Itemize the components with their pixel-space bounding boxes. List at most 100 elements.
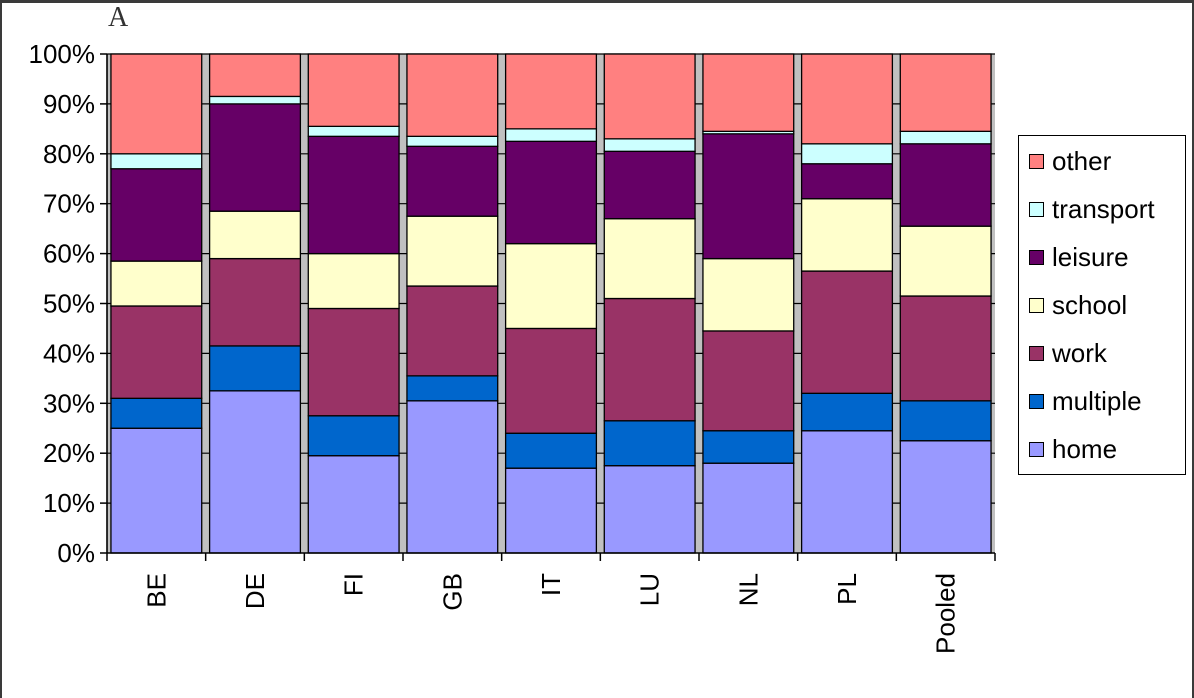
bar-segment-home [800,430,894,554]
bar-segment-leisure [800,163,894,200]
legend-label: transport [1052,194,1155,224]
legend-swatch [1029,250,1044,265]
bar-segment-work [406,285,499,377]
bar-segment-work [702,330,795,432]
y-tick-label: 10% [43,488,95,518]
bar-segment-school [208,210,302,260]
bar-segment-school [307,252,400,310]
bar-segment-transport [110,153,203,170]
legend-item-other: other [1029,146,1111,177]
x-tick-labels: BE DE FI GB IT LU NL PL Pooled [141,573,960,654]
bar-segment-school [702,257,795,332]
y-tick-label: 50% [43,289,95,319]
y-tick-label: 60% [43,239,95,269]
bar-segment-multiple [110,397,203,429]
bar-segment-home [504,467,598,554]
x-tick-label: IT [536,573,566,596]
bar-segment-transport [603,138,696,152]
y-tick-labels: 0% 10% 20% 30% 40% 50% 60% 70% 80% 90% 100% [29,39,96,568]
bar-segment-leisure [702,133,795,260]
bar-segment-home [603,465,696,554]
bar-segment-multiple [208,345,302,392]
bar-segment-other [899,53,992,132]
bar-segment-other [307,53,400,128]
bar-segment-work [504,327,598,434]
bar-segment-school [406,215,499,287]
bar-segment-other [800,53,894,145]
y-tick-label: 0% [57,538,95,568]
x-tick-label: FI [339,573,369,596]
bar-segment-leisure [603,150,696,220]
legend-item-transport: transport [1029,194,1155,225]
bar-segment-work [307,307,400,417]
bar-segment-multiple [800,392,894,432]
bar-segment-other [406,53,499,137]
bar-segment-transport [406,135,499,147]
bars [110,53,992,554]
legend-item-leisure: leisure [1029,242,1129,273]
legend-label: school [1052,290,1128,320]
legend-swatch [1029,394,1044,409]
legend-swatch [1029,202,1044,217]
bar-segment-home [406,400,499,554]
bar-segment-multiple [603,420,696,467]
x-tick-label: Pooled [931,573,961,654]
legend-label: home [1052,434,1118,464]
bar-segment-work [800,270,894,394]
bar-segment-multiple [406,375,499,402]
bar-segment-school [800,198,894,272]
bar-segment-work [603,297,696,422]
bar-segment-home [307,455,400,554]
bar-segment-multiple [899,400,992,442]
bar-segment-leisure [110,168,203,262]
legend-swatch [1029,346,1044,361]
y-tick-label: 20% [43,438,95,468]
y-tick-label: 100% [29,39,96,69]
bar-segment-transport [504,128,598,142]
bar-segment-other [504,53,598,130]
bar-segment-other [208,53,302,98]
legend-swatch [1029,298,1044,313]
bar-segment-transport [208,95,302,105]
bar-segment-leisure [406,145,499,217]
bar-segment-work [110,305,203,399]
bar-segment-school [504,242,598,330]
x-tick-label: GB [437,573,467,611]
legend-swatch [1029,154,1044,169]
y-tick-label: 90% [43,89,95,119]
bar-segment-leisure [504,140,598,245]
bar-segment-transport [800,143,894,165]
x-tick-label: LU [635,573,665,606]
legend-label: multiple [1052,386,1142,416]
bar-segment-other [110,53,203,155]
bar-segment-other [702,53,795,132]
bar-segment-home [208,390,302,554]
bar-segment-multiple [504,432,598,469]
bar-segment-transport [899,130,992,145]
x-tick-label: PL [832,573,862,605]
legend-label: other [1052,146,1112,176]
bar-segment-transport [307,125,400,137]
bar-segment-school [603,218,696,300]
bar-segment-leisure [307,135,400,255]
bar-segment-multiple [307,415,400,457]
bar-segment-leisure [208,103,302,212]
bar-segment-multiple [702,430,795,464]
panel-label: A [108,2,129,33]
legend-label: leisure [1052,242,1129,272]
legend-item-work: work [1029,338,1107,369]
bar-segment-leisure [899,143,992,227]
legend-swatch [1029,442,1044,457]
axes [100,53,996,561]
y-tick-label: 70% [43,189,95,219]
x-tick-label: DE [240,573,270,609]
bar-segment-home [702,462,795,554]
y-tick-label: 40% [43,338,95,368]
legend-item-multiple: multiple [1029,386,1142,417]
y-tick-label: 30% [43,388,95,418]
x-tick-label: NL [733,573,763,606]
bar-segment-home [899,440,992,554]
bar-segment-other [603,53,696,140]
